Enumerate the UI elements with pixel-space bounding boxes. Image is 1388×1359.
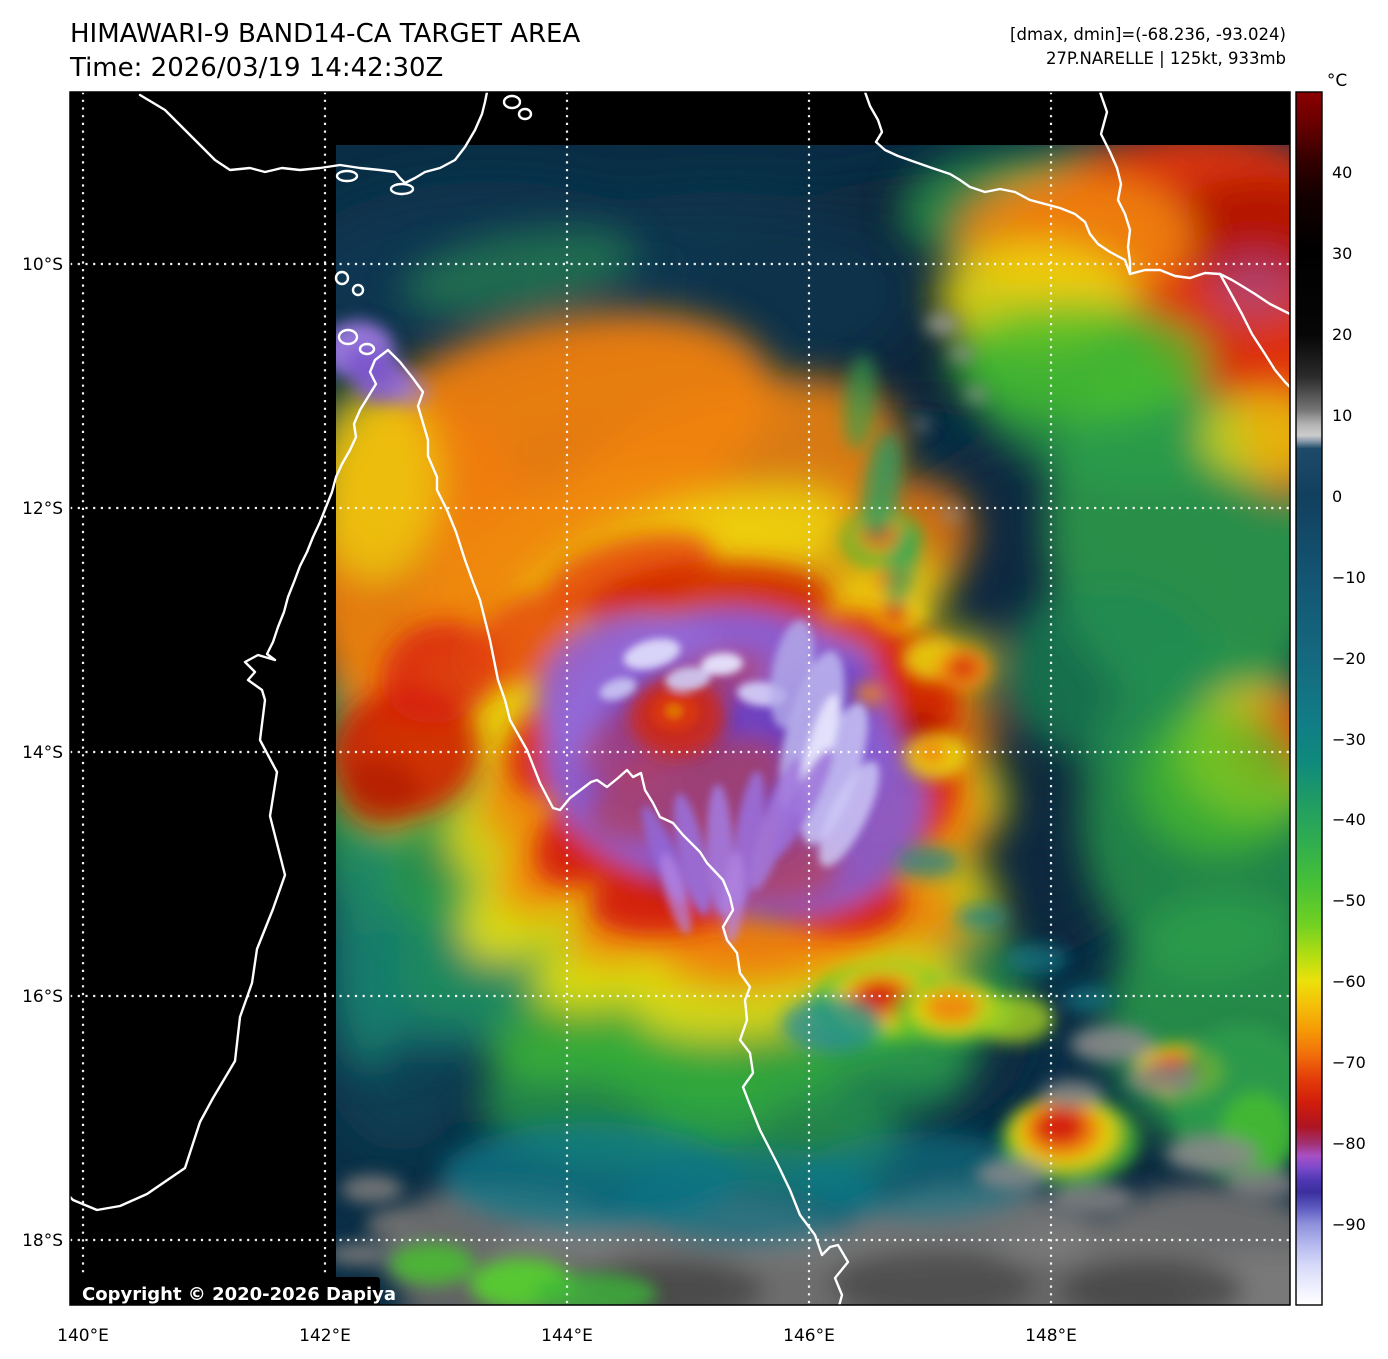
y-tick-16s: 16°S [22, 987, 63, 1007]
ir-convective-cells [336, 314, 1290, 1305]
cb-tick-m70: −70 [1332, 1053, 1366, 1072]
cb-tick-m50: −50 [1332, 891, 1366, 910]
y-tick-10s: 10°S [22, 255, 63, 275]
coastline-cape-york-west-gulf [70, 348, 390, 1212]
cb-tick-0: 0 [1332, 487, 1342, 506]
coastline-new-guinea-south-branch [1218, 272, 1290, 389]
cb-tick-m80: −80 [1332, 1134, 1366, 1153]
x-tick-142e: 142°E [299, 1326, 351, 1346]
cb-tick-30: 30 [1332, 244, 1352, 263]
colorbar-gradient [1295, 91, 1323, 1306]
cb-tick-m30: −30 [1332, 730, 1366, 749]
coastlines [70, 92, 1290, 1305]
island-outline [337, 328, 359, 346]
coastline-queensland-east [386, 348, 850, 1305]
island-outline [502, 94, 522, 110]
island-outline [517, 107, 533, 121]
cb-tick-m10: −10 [1332, 568, 1366, 587]
cb-tick-m60: −60 [1332, 972, 1366, 991]
y-tick-18s: 18°S [22, 1231, 63, 1251]
figure-title: HIMAWARI-9 BAND14-CA TARGET AREA [70, 19, 580, 49]
colorbar: 40 30 20 10 0 −10 −20 −30 −40 −50 −60 −7… [1295, 91, 1366, 1306]
x-tick-144e: 144°E [541, 1326, 593, 1346]
copyright-badge: Copyright © 2020-2026 Dapiya [72, 1277, 396, 1305]
y-tick-12s: 12°S [22, 499, 63, 519]
map-frame [69, 91, 1291, 1306]
ir-core-and-terrain [336, 532, 1290, 1305]
island-outline [335, 169, 359, 183]
island-outline [389, 182, 415, 196]
x-axis-tick-labels: 140°E 142°E 144°E 146°E 148°E [57, 1326, 1077, 1346]
ir-cold-tops-and-eye [599, 619, 880, 944]
cb-tick-m90: −90 [1332, 1215, 1366, 1234]
colorbar-tick-labels: 40 30 20 10 0 −10 −20 −30 −40 −50 −60 −7… [1332, 163, 1366, 1234]
coastline-new-guinea-west [138, 92, 489, 185]
ir-imagery-swath [336, 145, 1290, 1305]
cb-tick-40: 40 [1332, 163, 1352, 182]
graticule-gridlines [70, 92, 1290, 1305]
y-tick-14s: 14°S [22, 743, 63, 763]
x-tick-146e: 146°E [783, 1326, 835, 1346]
annotation-storm-info: 27P.NARELLE | 125kt, 933mb [1046, 49, 1286, 68]
cb-tick-m40: −40 [1332, 810, 1366, 829]
cb-tick-10: 10 [1332, 406, 1352, 425]
figure-timestamp: Time: 2026/03/19 14:42:30Z [69, 53, 443, 83]
island-outline [358, 342, 376, 356]
y-axis-tick-labels: 10°S 12°S 14°S 16°S 18°S [22, 255, 63, 1251]
map-panel: Copyright © 2020-2026 Dapiya [69, 91, 1291, 1306]
x-tick-148e: 148°E [1025, 1326, 1077, 1346]
cb-tick-m20: −20 [1332, 649, 1366, 668]
annotation-dmax-dmin: [dmax, dmin]=(-68.236, -93.024) [1010, 25, 1286, 44]
cb-tick-20: 20 [1332, 325, 1352, 344]
island-outline [351, 283, 365, 297]
colorbar-unit-label: °C [1327, 71, 1347, 91]
island-outline [334, 270, 350, 286]
copyright-text: Copyright © 2020-2026 Dapiya [82, 1284, 396, 1305]
x-tick-140e: 140°E [57, 1326, 109, 1346]
coastline-new-guinea-branch [1098, 92, 1132, 276]
